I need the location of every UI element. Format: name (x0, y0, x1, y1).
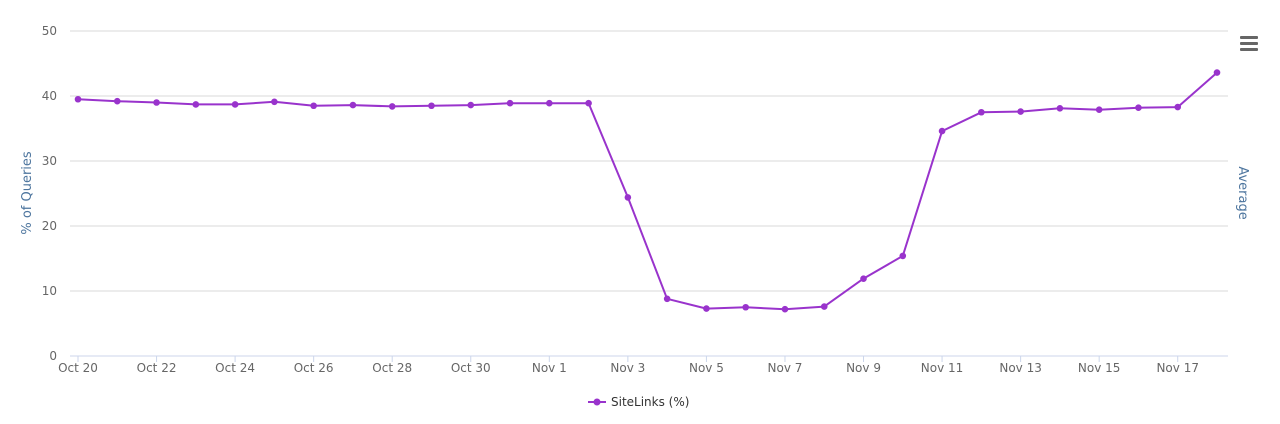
x-tick-label: Oct 24 (215, 361, 255, 375)
legend-label[interactable]: SiteLinks (%) (611, 395, 689, 409)
data-point[interactable] (1174, 103, 1182, 111)
data-point[interactable] (428, 102, 435, 110)
x-axis: Oct 20 Oct 22 Oct 24 Oct 26 Oct 28 Oct 30 Nov … (58, 355, 1228, 375)
data-point[interactable] (781, 305, 789, 313)
x-tick-label: Oct 22 (137, 361, 177, 375)
x-tick-label: Oct 28 (372, 361, 412, 375)
y-tick-label: 40 (42, 89, 57, 103)
y-tick-label: 10 (42, 284, 57, 298)
x-tick-label: Nov 5 (689, 361, 724, 375)
series-line (77, 71, 1218, 311)
chart-menu-button[interactable] (1236, 32, 1262, 56)
data-point[interactable] (860, 275, 867, 282)
data-point[interactable] (271, 98, 278, 106)
x-tick-label: Nov 11 (921, 361, 964, 375)
data-point[interactable] (703, 305, 710, 312)
data-point[interactable] (388, 103, 396, 110)
x-tick-label: Oct 30 (451, 361, 491, 375)
data-point[interactable] (153, 99, 160, 106)
y-axis-title: % of Queries (20, 151, 35, 235)
data-point[interactable] (938, 127, 946, 135)
y-tick-label: 20 (42, 219, 57, 233)
x-tick-label: Nov 1 (532, 361, 567, 375)
data-point[interactable] (192, 101, 200, 108)
y-tick-label: 30 (42, 154, 57, 168)
data-point[interactable] (506, 99, 514, 107)
data-point[interactable] (231, 101, 239, 108)
x-tick-label: Nov 17 (1156, 361, 1199, 375)
legend-point-marker (593, 398, 601, 406)
hamburger-menu-icon (1240, 36, 1258, 51)
y-tick-label: 50 (42, 24, 57, 38)
x-tick-label: Oct 26 (294, 361, 334, 375)
data-point[interactable] (113, 97, 121, 105)
data-point[interactable] (1213, 69, 1221, 76)
data-point[interactable] (820, 303, 828, 310)
data-point[interactable] (1056, 105, 1064, 112)
data-point[interactable] (899, 252, 907, 260)
data-point[interactable] (546, 99, 553, 107)
x-tick-label: Nov 13 (999, 361, 1042, 375)
series-group (74, 69, 1221, 313)
x-tick-label: Nov 9 (846, 361, 881, 375)
data-point[interactable] (663, 295, 671, 303)
data-point[interactable] (1017, 108, 1024, 115)
y2-axis-title: Average (1235, 166, 1250, 219)
y-tick-label: 0 (49, 349, 57, 363)
x-tick-label: Oct 20 (58, 361, 98, 375)
data-point[interactable] (310, 102, 317, 110)
x-tick-label: Nov 15 (1078, 361, 1121, 375)
data-point[interactable] (1135, 104, 1142, 111)
grid-lines (70, 30, 1228, 292)
x-tick-label: Nov 3 (610, 361, 645, 375)
data-point[interactable] (978, 108, 985, 116)
data-point[interactable] (742, 303, 749, 311)
x-tick-label: Nov 7 (768, 361, 803, 375)
data-point[interactable] (467, 101, 475, 109)
data-point[interactable] (1095, 106, 1103, 113)
data-point[interactable] (585, 99, 592, 107)
data-point[interactable] (74, 95, 82, 103)
data-point[interactable] (349, 101, 357, 109)
y-axis-ticks: 0 10 20 30 40 50 (42, 24, 57, 363)
legend[interactable]: SiteLinks (%) (588, 395, 689, 409)
data-point[interactable] (624, 194, 632, 201)
